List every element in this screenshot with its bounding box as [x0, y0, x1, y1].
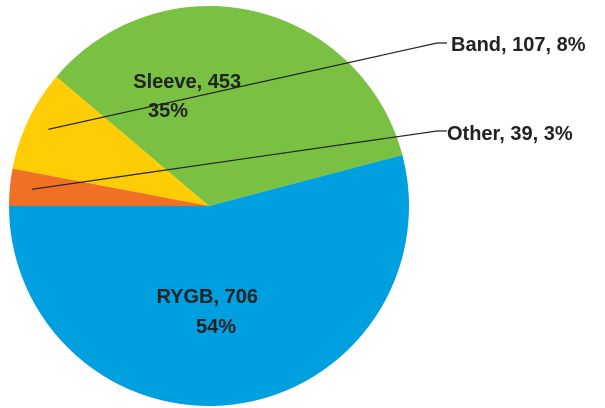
leader-lines	[31, 42, 447, 190]
slice-label-rygb-line2: 54%	[196, 316, 236, 338]
pie-slice-band	[12, 76, 209, 207]
slice-labels: RYGB, 706 54% Sleeve, 453 35% Band, 107,…	[133, 34, 585, 338]
pie-slice-sleeve	[56, 6, 403, 206]
slice-label-band: Band, 107, 8%	[451, 34, 586, 56]
slice-label-other: Other, 39, 3%	[447, 123, 573, 145]
pie-slice-rygb	[9, 155, 409, 407]
slice-label-sleeve-line2: 35%	[148, 100, 188, 122]
slice-label-sleeve-line1: Sleeve, 453	[133, 71, 241, 93]
pie-slices	[9, 6, 409, 407]
pie-slice-other	[9, 168, 209, 206]
slice-label-rygb-line1: RYGB, 706	[156, 286, 258, 308]
slice-label-rygb: RYGB, 706 54%	[156, 286, 263, 338]
slice-label-sleeve: Sleeve, 453 35%	[133, 71, 246, 122]
leader-line-band	[48, 42, 447, 130]
leader-line-other	[31, 130, 447, 190]
